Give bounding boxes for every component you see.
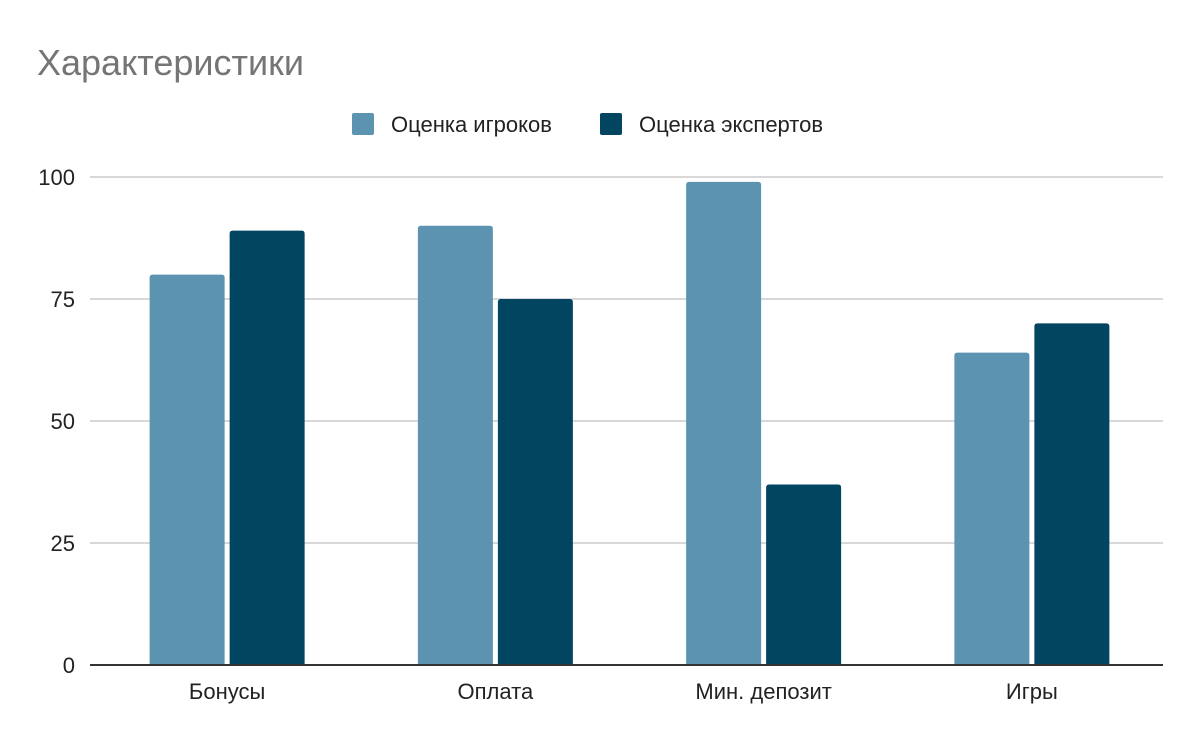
legend-swatch-players bbox=[352, 113, 374, 135]
legend-label-players: Оценка игроков bbox=[391, 112, 552, 137]
y-axis-ticks: 0 25 50 75 100 bbox=[38, 165, 75, 678]
bar-players-3 bbox=[686, 181, 762, 665]
x-category-label: Игры bbox=[1006, 679, 1058, 704]
y-tick-label: 25 bbox=[51, 531, 75, 556]
bars bbox=[149, 181, 1110, 666]
bar-experts-2 bbox=[497, 299, 573, 665]
y-tick-label: 50 bbox=[51, 409, 75, 434]
bar-experts-3 bbox=[766, 484, 842, 665]
legend-label-experts: Оценка экспертов bbox=[639, 112, 823, 137]
bar-experts-1 bbox=[229, 230, 305, 665]
x-category-label: Бонусы bbox=[189, 679, 265, 704]
x-category-label: Мин. депозит bbox=[695, 679, 831, 704]
y-tick-label: 75 bbox=[51, 287, 75, 312]
x-category-label: Оплата bbox=[458, 679, 534, 704]
bar-experts-4 bbox=[1034, 323, 1110, 665]
bar-players-4 bbox=[954, 352, 1030, 665]
bar-players-2 bbox=[417, 225, 493, 666]
y-tick-label: 100 bbox=[38, 165, 75, 190]
legend-swatch-experts bbox=[600, 113, 622, 135]
x-axis-labels: Бонусы Оплата Мин. депозит Игры bbox=[189, 679, 1058, 704]
bar-players-1 bbox=[149, 274, 225, 665]
legend: Оценка игроков Оценка экспертов bbox=[352, 112, 823, 137]
y-tick-label: 0 bbox=[63, 653, 75, 678]
chart-title: Характеристики bbox=[37, 42, 304, 83]
